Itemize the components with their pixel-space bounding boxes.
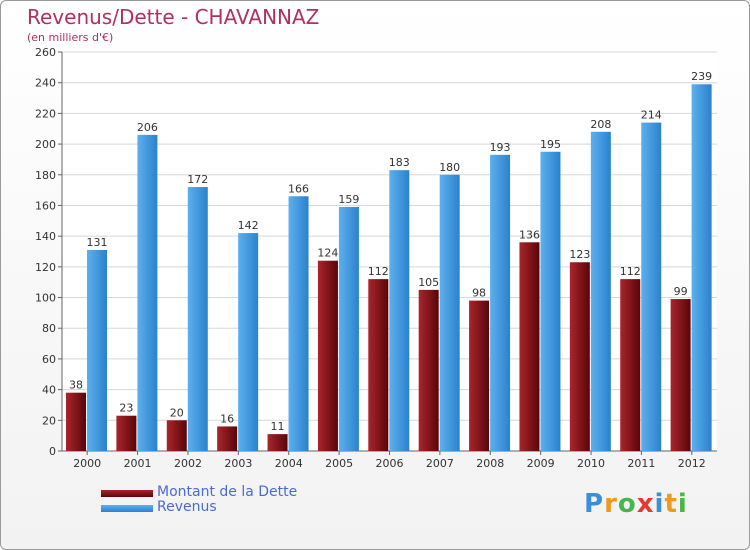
y-tick-label: 20: [42, 414, 56, 427]
data-label-debt: 38: [69, 379, 83, 392]
logo-letter: i: [654, 489, 665, 519]
x-tick-label: 2010: [577, 457, 605, 470]
chart-subtitle: (en milliers d'€): [27, 31, 114, 44]
logo-letter: t: [664, 489, 678, 519]
data-label-debt: 124: [317, 247, 338, 260]
data-label-debt: 99: [674, 285, 688, 298]
bar-debt: [418, 289, 439, 451]
x-tick-label: 2006: [376, 457, 404, 470]
x-tick-label: 2005: [325, 457, 353, 470]
y-tick-label: 240: [35, 77, 56, 90]
y-tick-label: 260: [35, 46, 56, 59]
y-tick-label: 60: [42, 353, 56, 366]
bar-revenue: [641, 122, 662, 451]
y-tick-label: 180: [35, 169, 56, 182]
legend-swatch-revenue: [101, 505, 153, 512]
data-label-debt: 112: [368, 265, 389, 278]
data-label-debt: 136: [519, 228, 540, 241]
x-tick-label: 2011: [627, 457, 655, 470]
bar-debt: [469, 300, 490, 451]
bar-debt: [267, 434, 288, 451]
y-tick-label: 0: [49, 445, 56, 458]
bar-revenue: [137, 134, 158, 451]
x-tick-label: 2002: [174, 457, 202, 470]
bar-debt: [116, 415, 137, 451]
legend-label-debt: Montant de la Dette: [157, 484, 298, 500]
bar-revenue: [691, 84, 712, 451]
data-label-revenue: 208: [590, 118, 611, 131]
bar-revenue: [540, 151, 561, 451]
data-label-revenue: 131: [87, 236, 108, 249]
x-tick-label: 2000: [73, 457, 101, 470]
bar-revenue: [238, 233, 259, 451]
bar-debt: [569, 262, 590, 451]
data-label-debt: 11: [271, 420, 285, 433]
data-label-debt: 112: [620, 265, 641, 278]
x-tick-label: 2003: [224, 457, 252, 470]
data-label-debt: 98: [472, 287, 486, 300]
chart-title: Revenus/Dette - CHAVANNAZ: [27, 5, 320, 29]
bar-debt: [317, 260, 338, 451]
bar-revenue: [338, 206, 359, 451]
bar-debt: [368, 279, 389, 451]
legend-label-revenue: Revenus: [157, 499, 217, 515]
bar-debt: [670, 299, 691, 451]
data-label-debt: 123: [569, 248, 590, 261]
bar-debt: [217, 426, 238, 451]
data-label-revenue: 183: [389, 156, 410, 169]
bar-revenue: [490, 154, 511, 452]
y-tick-label: 140: [35, 230, 56, 243]
bar-debt: [166, 420, 187, 451]
legend-swatch-debt: [101, 490, 153, 497]
y-tick-label: 200: [35, 138, 56, 151]
bar-debt: [66, 392, 86, 451]
y-tick-label: 100: [35, 292, 56, 305]
logo-letter: o: [617, 489, 637, 519]
data-label-debt: 16: [220, 412, 234, 425]
bar-revenue: [439, 174, 460, 451]
x-tick-label: 2001: [124, 457, 152, 470]
data-label-revenue: 142: [238, 219, 259, 232]
data-label-revenue: 159: [338, 193, 359, 206]
bar-revenue: [389, 170, 410, 451]
data-label-revenue: 166: [288, 182, 309, 195]
logo-letter: P: [584, 489, 605, 519]
x-tick-label: 2008: [476, 457, 504, 470]
proxiti-logo: Proxiti: [584, 489, 688, 519]
bar-revenue: [187, 187, 208, 452]
y-tick-label: 120: [35, 261, 56, 274]
data-label-revenue: 214: [641, 109, 662, 122]
bar-debt: [620, 279, 641, 451]
y-tick-label: 40: [42, 384, 56, 397]
data-label-revenue: 239: [691, 70, 712, 83]
logo-letter: i: [677, 489, 688, 519]
logo-letter: r: [604, 489, 618, 519]
data-label-revenue: 172: [187, 173, 208, 186]
y-tick-label: 220: [35, 107, 56, 120]
x-tick-label: 2009: [527, 457, 555, 470]
y-tick-label: 160: [35, 199, 56, 212]
bar-revenue: [87, 249, 107, 451]
bar-revenue: [288, 196, 309, 451]
data-label-debt: 105: [418, 276, 439, 289]
data-label-revenue: 206: [137, 121, 158, 134]
data-label-revenue: 195: [540, 138, 561, 151]
bar-debt: [519, 242, 540, 451]
data-label-revenue: 180: [439, 161, 460, 174]
x-tick-label: 2004: [275, 457, 303, 470]
data-label-debt: 23: [119, 402, 133, 415]
y-tick-label: 80: [42, 322, 56, 335]
x-tick-label: 2007: [426, 457, 454, 470]
bar-revenue: [590, 131, 611, 452]
data-label-revenue: 193: [490, 141, 511, 154]
x-tick-label: 2012: [678, 457, 706, 470]
logo-letter: x: [636, 489, 655, 519]
data-label-debt: 20: [170, 406, 184, 419]
